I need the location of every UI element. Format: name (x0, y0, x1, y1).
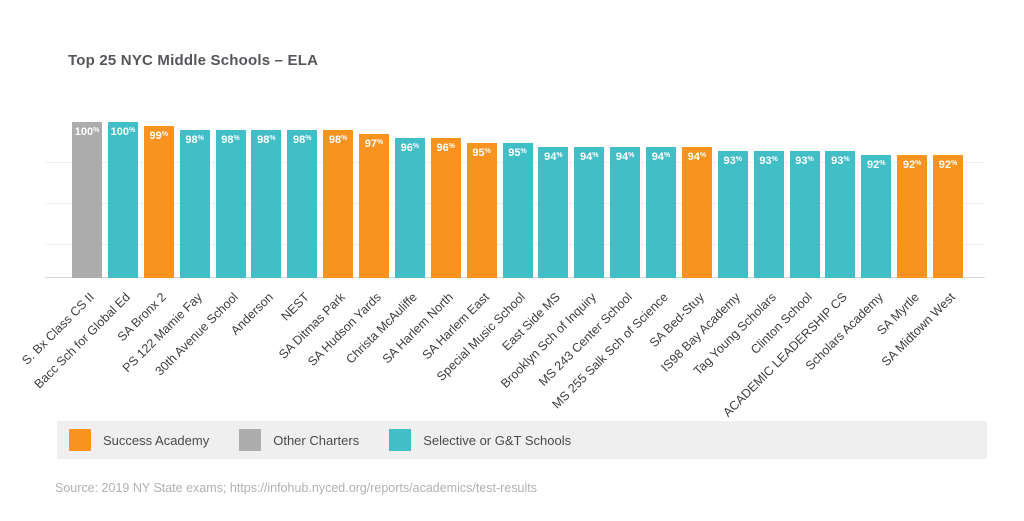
bar-value-label: 98% (293, 134, 312, 147)
plot-area: 100% S. Bx Class CS II 100% Bacc Sch for Gl… (19, 122, 985, 420)
bar-value-label: 99% (149, 130, 168, 143)
legend-label: Other Charters (273, 432, 360, 448)
bar-value-label: 96% (436, 142, 455, 155)
legend-swatch-charter (239, 429, 262, 451)
legend-label: Selective or G&T Schools (423, 432, 572, 448)
bar: 92% SA Midtown West (879, 154, 963, 369)
bar: 94% MS 243 Center School (536, 146, 641, 389)
bar-value-label: 94% (651, 150, 671, 163)
bar-value-label: 98% (328, 134, 348, 147)
bar-value-label: 94% (580, 150, 599, 163)
bar: 94% East Side MS (500, 146, 569, 353)
legend-label: Success Academy (103, 432, 210, 448)
bar-value-label: 95% (508, 146, 527, 159)
bar-value-label: 93% (723, 154, 742, 167)
bar-value-label: 94% (615, 150, 635, 163)
bar-value-label: 92% (867, 158, 886, 171)
bar: 93% Tag Young Scholars (690, 150, 784, 378)
bar-value-label: 98% (185, 134, 204, 147)
bar: 98% SA Ditmas Park (276, 130, 354, 362)
bar: 98% PS 122 Mamie Fay (119, 130, 210, 375)
bar: 100% Bacc Sch for Global Ed (31, 122, 138, 391)
bar: 95% Special Music School (433, 142, 533, 384)
legend-swatch-gt (389, 429, 412, 451)
bar-value-label: 98% (257, 134, 276, 147)
legend-item-gt: Selective or G&T Schools (389, 429, 571, 451)
bar-value-label: 98% (221, 134, 240, 147)
bar: 93% IS98 Bay Academy (658, 150, 748, 375)
bar: 92% Scholars Academy (803, 154, 892, 373)
bar: 94% SA Bed-Stuy (647, 146, 712, 350)
bar-value-label: 93% (795, 154, 814, 167)
bar: 92% SA Myrtle (874, 154, 928, 338)
bar: 93% Clinton School (748, 150, 820, 357)
bar-value-label: 100% (74, 126, 100, 138)
bar: 95% SA Harlem East (419, 142, 497, 362)
bar: 94% MS 255 Salk Sch of Science (549, 146, 676, 411)
bar: 93% ACADEMIC LEADERSHIP CS (721, 150, 856, 420)
bar-value-label: 92% (938, 158, 958, 171)
bar: 98% Anderson (229, 130, 282, 338)
source-note: Source: 2019 NY State exams; https://inf… (55, 481, 537, 495)
chart-title: Top 25 NYC Middle Schools – ELA (68, 52, 319, 69)
bar: 99% SA Bronx 2 (115, 126, 174, 344)
bar: 96% SA Harlem North (379, 138, 461, 366)
legend-swatch-sa (69, 429, 91, 451)
bar: 98% 30th Avenue School (152, 130, 246, 378)
bar-value-label: 94% (544, 150, 563, 163)
bar: 97% SA Hudson Yards (305, 134, 389, 369)
bar-value-label: 92% (902, 158, 922, 171)
bars-layer: 100% S. Bx Class CS II 100% Bacc Sch for Gl… (19, 122, 963, 420)
legend-item-charter: Other Charters (239, 429, 359, 451)
bar: 100% S. Bx Class CS II (19, 122, 102, 368)
bar-value-label: 100% (110, 126, 136, 138)
bar-value-label: 95% (472, 146, 491, 159)
bar-value-label: 94% (687, 150, 707, 163)
bar: 94% Brooklyn Sch of Inquiry (498, 146, 605, 391)
bar: 96% Christa McAuliffe (343, 138, 425, 367)
bar-value-label: 97% (364, 138, 384, 151)
bar-value-label: 93% (759, 154, 778, 167)
legend-item-sa: Success Academy (69, 429, 209, 451)
bar: 98% NEST (279, 130, 318, 323)
legend: Success Academy Other Charters Selective o… (57, 421, 987, 459)
bar-value-label: 93% (831, 154, 850, 167)
bar-value-label: 96% (400, 142, 420, 155)
